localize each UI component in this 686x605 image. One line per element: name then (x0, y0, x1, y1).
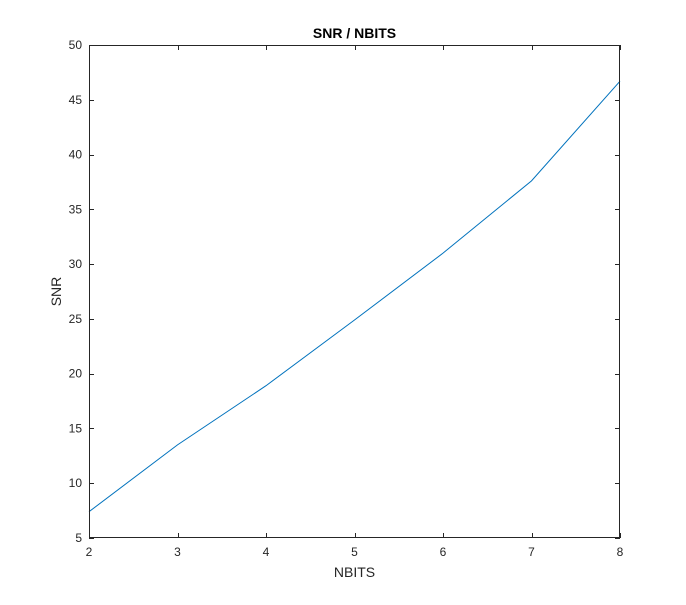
y-tick-label: 10 (69, 476, 83, 490)
y-tick-label: 25 (69, 312, 83, 326)
y-tick-label: 30 (69, 257, 83, 271)
x-tick-label: 6 (440, 545, 447, 559)
x-tick-label: 5 (351, 545, 358, 559)
x-tick-label: 2 (86, 545, 93, 559)
y-tick-label: 5 (75, 531, 82, 545)
y-tick-label: 45 (69, 93, 83, 107)
x-tick-label: 4 (263, 545, 270, 559)
y-axis-label: SNR (48, 277, 64, 307)
x-tick-label: 3 (174, 545, 181, 559)
y-tick-label: 20 (69, 367, 83, 381)
y-tick-label: 15 (69, 421, 83, 435)
x-axis-label: NBITS (334, 564, 375, 580)
y-tick-label: 35 (69, 202, 83, 216)
axes-box (89, 45, 620, 538)
chart-title: SNR / NBITS (313, 25, 396, 41)
series-line (88, 80, 621, 513)
y-tick-label: 40 (69, 148, 83, 162)
y-tick-label: 50 (69, 38, 83, 52)
x-tick-label: 7 (528, 545, 535, 559)
x-tick-label: 8 (617, 545, 624, 559)
plot-area (89, 45, 620, 538)
